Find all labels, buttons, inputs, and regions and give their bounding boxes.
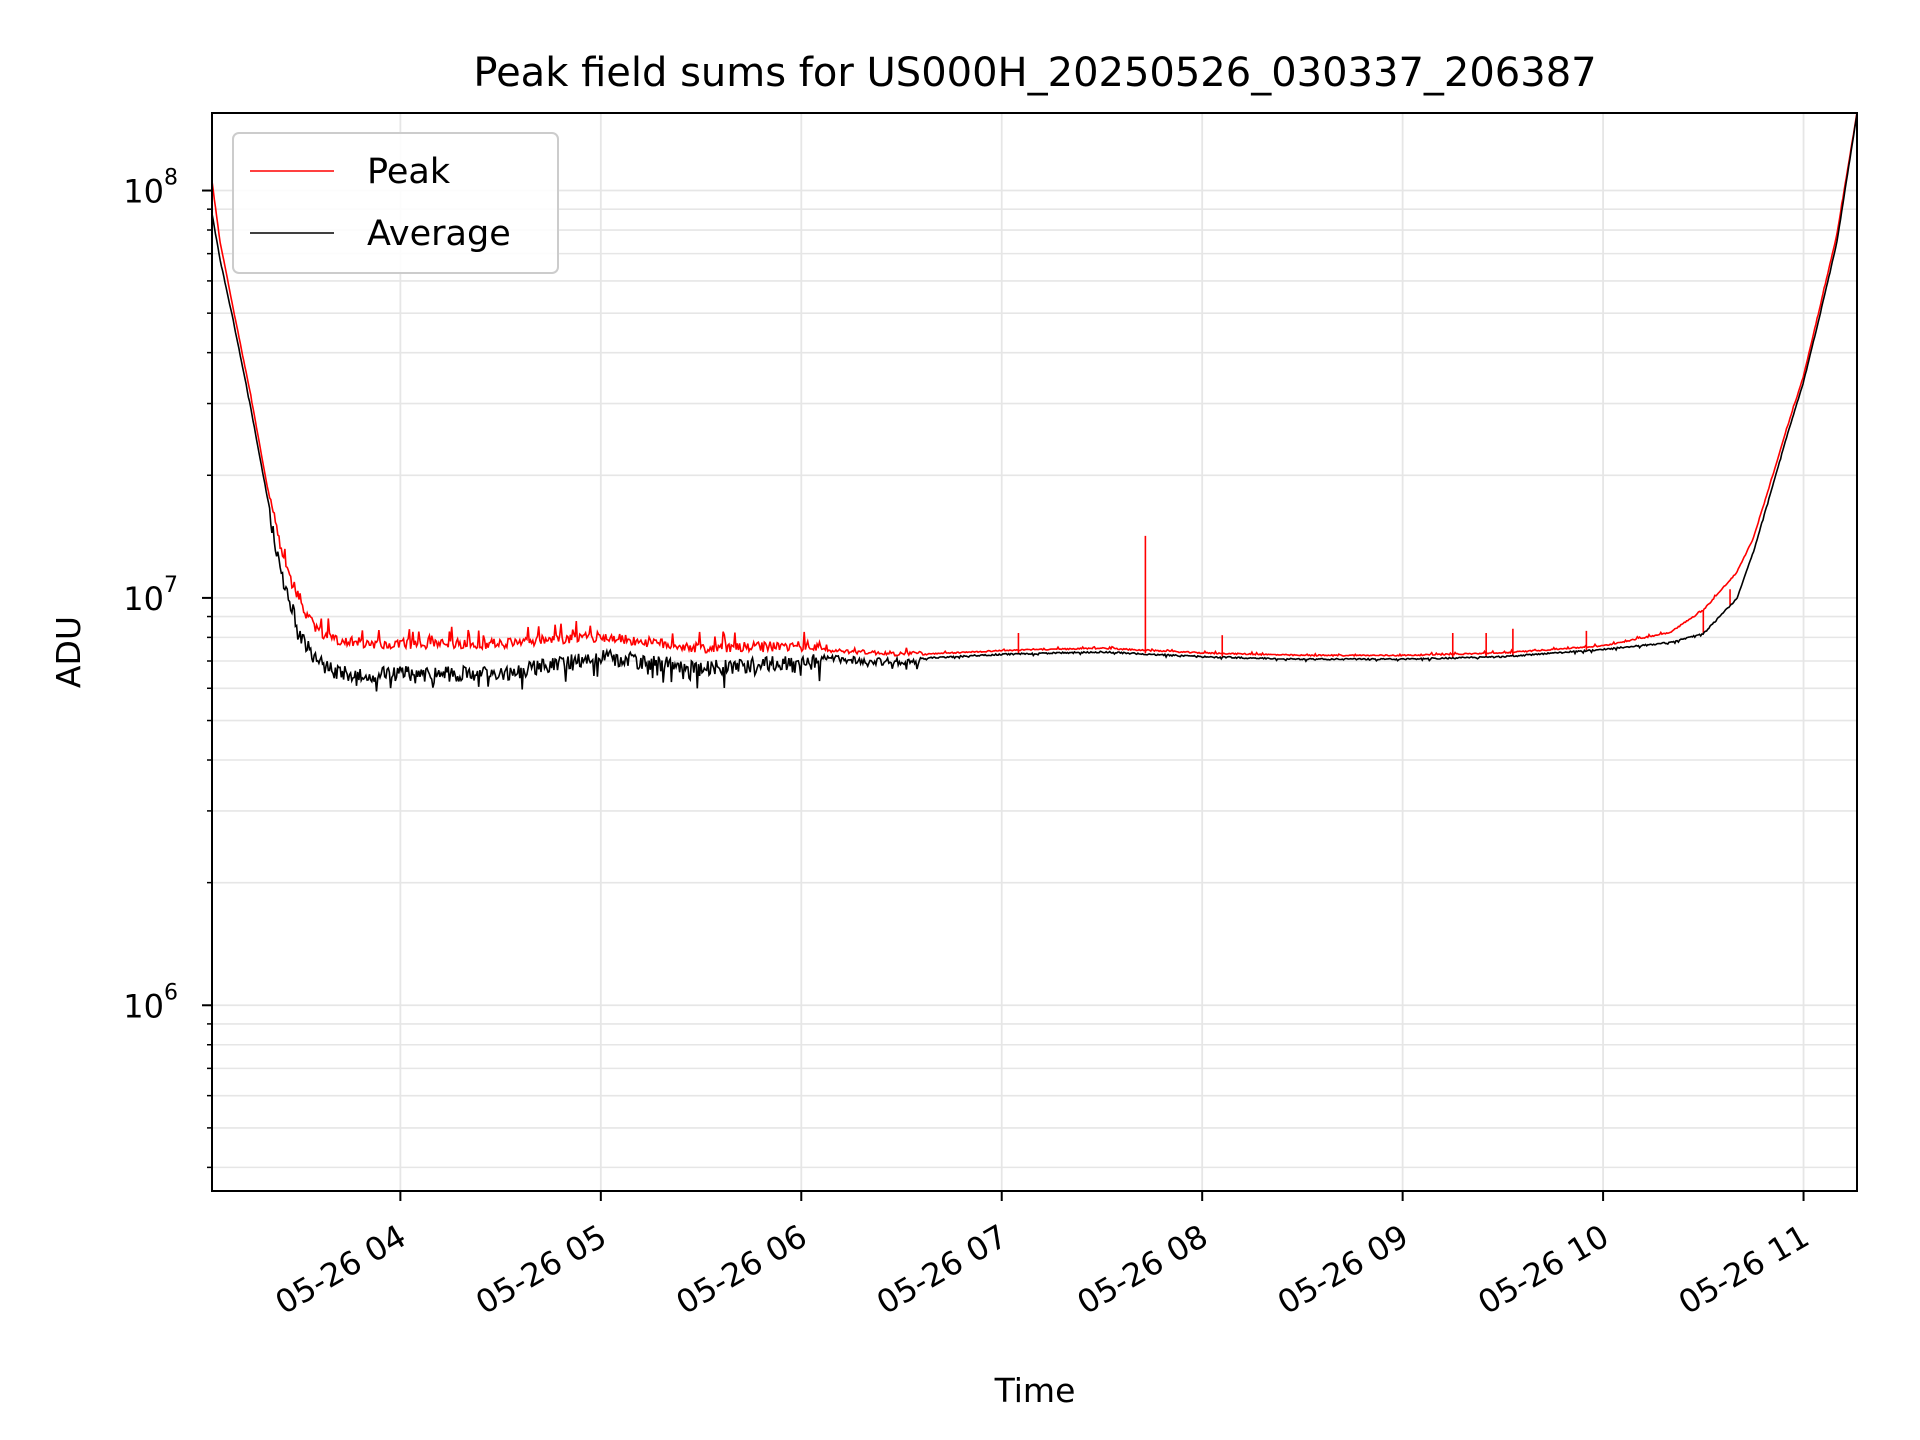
legend-label-average: Average bbox=[367, 214, 511, 254]
y-tick-label: 107 bbox=[123, 573, 178, 618]
legend-label-peak: Peak bbox=[367, 152, 451, 192]
y-axis: 106 107 108 bbox=[123, 166, 212, 1169]
x-axis-label: Time bbox=[994, 1371, 1076, 1410]
y-tick-label: 106 bbox=[123, 980, 178, 1025]
y-axis-label: ADU bbox=[49, 616, 88, 688]
plot-area bbox=[211, 112, 1858, 692]
legend: Peak Average bbox=[232, 132, 559, 274]
series-line-peak bbox=[211, 112, 1858, 658]
chart-title: Peak field sums for US000H_20250526_0303… bbox=[473, 50, 1596, 96]
axes-frame bbox=[211, 112, 1858, 1192]
y-tick-label: 108 bbox=[123, 166, 178, 211]
grid bbox=[212, 113, 1857, 1191]
legend-box bbox=[232, 132, 559, 274]
series-line-average bbox=[211, 113, 1858, 692]
